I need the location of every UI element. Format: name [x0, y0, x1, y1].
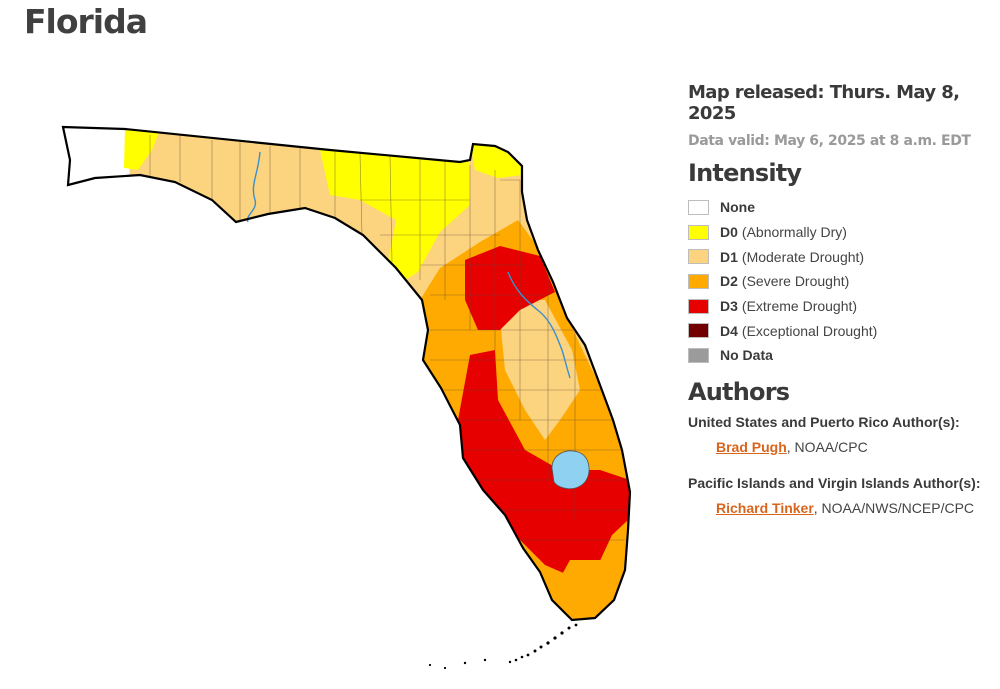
legend-item-d3: D3 (Extreme Drought): [688, 294, 993, 319]
legend-item-d4: D4 (Exceptional Drought): [688, 318, 993, 343]
intensity-heading: Intensity: [688, 159, 802, 187]
us-author-link[interactable]: Brad Pugh: [716, 438, 787, 455]
d3-area-north: [465, 246, 555, 330]
legend-label: (Extreme Drought): [741, 298, 858, 315]
pi-author-line: Richard Tinker, NOAA/NWS/NCEP/CPC: [716, 500, 993, 516]
legend-label: (Exceptional Drought): [741, 322, 878, 339]
drought-areas: [63, 127, 630, 620]
pi-author-link[interactable]: Richard Tinker: [716, 499, 814, 516]
legend-code: D1: [720, 248, 738, 265]
legend-item-no-data: No Data: [688, 343, 993, 368]
intensity-legend: None D0 (Abnormally Dry) D1 (Moderate Dr…: [688, 195, 993, 368]
legend-label: (Moderate Drought): [741, 248, 865, 265]
legend-item-none: None: [688, 195, 993, 220]
legend-code: D2: [720, 273, 738, 290]
legend-swatch: [688, 249, 709, 265]
legend-item-d0: D0 (Abnormally Dry): [688, 220, 993, 245]
legend-code: D0: [720, 224, 738, 241]
authors-block: United States and Puerto Rico Author(s):…: [688, 414, 993, 516]
none-area: [63, 127, 130, 198]
us-authors-heading: United States and Puerto Rico Author(s):: [688, 413, 960, 430]
legend-item-d2: D2 (Severe Drought): [688, 269, 993, 294]
d0-area-west: [124, 128, 160, 170]
drought-map: [61, 125, 632, 670]
pi-author-org: , NOAA/NWS/NCEP/CPC: [813, 499, 975, 516]
legend-label: (Severe Drought): [741, 273, 850, 290]
legend-item-d1: D1 (Moderate Drought): [688, 244, 993, 269]
legend-swatch: [688, 347, 709, 363]
pi-authors-heading: Pacific Islands and Virgin Islands Autho…: [688, 474, 981, 491]
legend-swatch: [688, 199, 709, 215]
florida-keys: [428, 623, 578, 670]
data-valid-date: Data valid: May 6, 2025 at 8 a.m. EDT: [688, 133, 971, 149]
legend-swatch: [688, 298, 709, 314]
authors-heading: Authors: [688, 377, 790, 406]
river-st-johns: [507, 271, 571, 379]
lake-okeechobee: [551, 450, 590, 490]
us-author-line: Brad Pugh, NOAA/CPC: [716, 439, 993, 455]
d3-area-south: [458, 350, 630, 578]
info-panel: Map released: Thurs. May 8, 2025 Data va…: [688, 82, 993, 516]
legend-code: D4: [720, 322, 738, 339]
us-author-org: , NOAA/CPC: [786, 438, 868, 455]
d2-area-keys: [548, 560, 625, 620]
legend-swatch: [688, 224, 709, 240]
legend-label: (Abnormally Dry): [741, 224, 847, 241]
d0-area-bigbend: [320, 150, 470, 282]
page-title: Florida: [24, 2, 148, 41]
legend-swatch: [688, 323, 709, 339]
legend-label: None: [720, 199, 755, 216]
legend-code: D3: [720, 298, 738, 315]
map-released-date: Map released: Thurs. May 8, 2025: [688, 82, 960, 124]
county-lines: [149, 135, 628, 541]
legend-swatch: [688, 273, 709, 289]
legend-label: No Data: [720, 347, 773, 364]
river-apalachicola: [246, 151, 261, 223]
d1-area-central: [498, 300, 580, 440]
